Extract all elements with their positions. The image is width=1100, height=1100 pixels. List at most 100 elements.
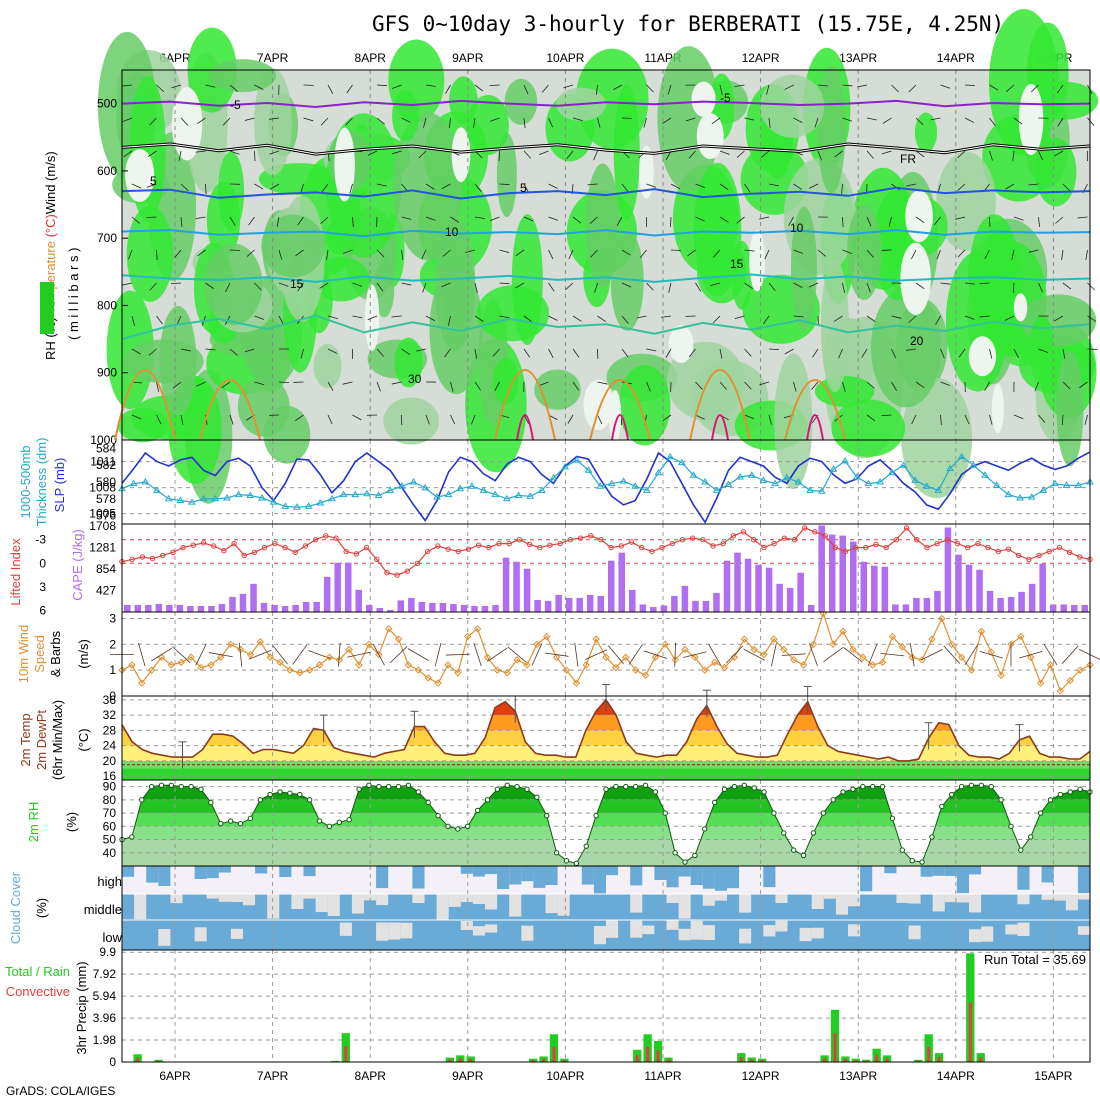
wind-barb xyxy=(248,216,255,226)
precip-tick-label: 0 xyxy=(109,1055,116,1069)
wind-barb xyxy=(646,183,657,188)
wind-speed-point xyxy=(552,653,561,661)
li-point xyxy=(516,537,523,543)
wind-barb-10m xyxy=(195,643,207,666)
li-point xyxy=(740,529,747,535)
thickness-point xyxy=(374,491,383,498)
rh-point xyxy=(287,790,293,796)
wind-barb xyxy=(391,84,402,89)
convective-bar xyxy=(469,1058,473,1062)
wind-barb xyxy=(979,282,990,285)
li-point xyxy=(353,551,360,557)
wind-barb xyxy=(793,183,803,190)
wind-barb xyxy=(149,282,157,291)
cloud-high-bar xyxy=(509,866,522,885)
cloud-high-bar xyxy=(606,866,619,876)
wind-tick-label: 2 xyxy=(109,637,116,651)
wind-barb xyxy=(1077,216,1088,219)
li-point xyxy=(445,546,451,552)
thickness-point xyxy=(841,457,849,464)
cape-bar xyxy=(660,605,668,612)
cloud-mid-clear xyxy=(291,894,304,909)
wind-barb xyxy=(122,282,133,286)
contour-label: 5 xyxy=(520,181,527,195)
thickness-point xyxy=(1074,481,1083,488)
li-point xyxy=(149,555,156,562)
cloud-mid-clear xyxy=(956,894,969,903)
cape-bar xyxy=(860,561,868,612)
wind-speed-point xyxy=(434,679,442,687)
wind-barb xyxy=(474,348,478,359)
cloud-low-clear xyxy=(811,927,824,939)
li-point xyxy=(557,540,563,547)
li-point xyxy=(710,543,716,549)
contour-label: 30 xyxy=(408,372,422,386)
wind-barb-10m xyxy=(574,642,579,667)
rh-point xyxy=(929,834,935,840)
li-point xyxy=(506,540,512,547)
convective-bar xyxy=(646,1046,650,1062)
rh-tick-label: 60 xyxy=(103,819,117,833)
cape-bar xyxy=(555,594,562,612)
cloud-high-bar xyxy=(472,866,485,877)
li-point xyxy=(363,544,370,551)
wind-barb-10m xyxy=(544,652,569,657)
rh-point xyxy=(949,791,955,798)
li-point xyxy=(618,543,624,549)
li-point xyxy=(292,549,298,555)
wind-barb xyxy=(222,117,231,126)
cloud-mid-clear xyxy=(436,894,449,920)
cloud-mid-clear xyxy=(327,894,340,916)
thickness-point xyxy=(549,473,558,481)
cape-bar xyxy=(481,605,489,612)
cape-bar xyxy=(492,604,499,612)
wind-barb xyxy=(930,117,941,121)
wind-barb xyxy=(131,216,140,224)
wind-barb xyxy=(474,315,484,322)
wind-barb xyxy=(425,315,436,322)
wind-barb xyxy=(205,84,216,88)
precip-ylabel: 3hr Precip (mm) xyxy=(74,961,89,1054)
rh-dry-blob xyxy=(608,390,622,442)
wind-speed-point xyxy=(691,653,699,661)
cloud-low-clear xyxy=(666,920,679,930)
wind-barb xyxy=(766,84,770,95)
wind-barb xyxy=(597,315,606,322)
rh-blob xyxy=(117,407,169,443)
cloud-high-bar xyxy=(158,866,171,886)
wind-speed-line xyxy=(121,611,1091,692)
thickness-point xyxy=(957,452,966,460)
wind-speed-point xyxy=(661,640,669,649)
thickness-point xyxy=(1051,479,1059,487)
li-point xyxy=(628,539,635,545)
cloud-high-bar xyxy=(702,866,715,889)
cloud-high-label: high xyxy=(97,874,122,889)
wind-barb xyxy=(842,282,845,293)
rh-blob xyxy=(394,337,423,388)
wind-barb xyxy=(327,348,338,354)
thickness-point xyxy=(211,494,220,502)
rh-dry-blob xyxy=(696,113,724,160)
wind-barb xyxy=(594,282,598,293)
cape-bar xyxy=(187,605,194,612)
li-point xyxy=(781,535,788,541)
contour-label: FR xyxy=(900,152,916,166)
wind-barb xyxy=(593,150,598,161)
wind-barb xyxy=(548,348,554,359)
cloud-mid-clear xyxy=(823,894,836,899)
thickness-point xyxy=(409,478,418,485)
wind-speed-point xyxy=(355,661,363,669)
thickness-point xyxy=(689,471,698,478)
cape-bar xyxy=(292,604,299,612)
li-point xyxy=(567,537,574,543)
cape-bar xyxy=(702,600,710,612)
wind-barb xyxy=(391,315,402,318)
wind-speed-point xyxy=(138,679,146,687)
wind-barb xyxy=(523,183,530,193)
rh-point xyxy=(178,783,184,790)
thickness-tick-label: 576 xyxy=(96,509,116,523)
wind-barb xyxy=(376,183,387,187)
cloud-low-clear xyxy=(388,922,401,940)
wind-barb xyxy=(499,315,510,319)
wind-barb xyxy=(906,348,917,351)
